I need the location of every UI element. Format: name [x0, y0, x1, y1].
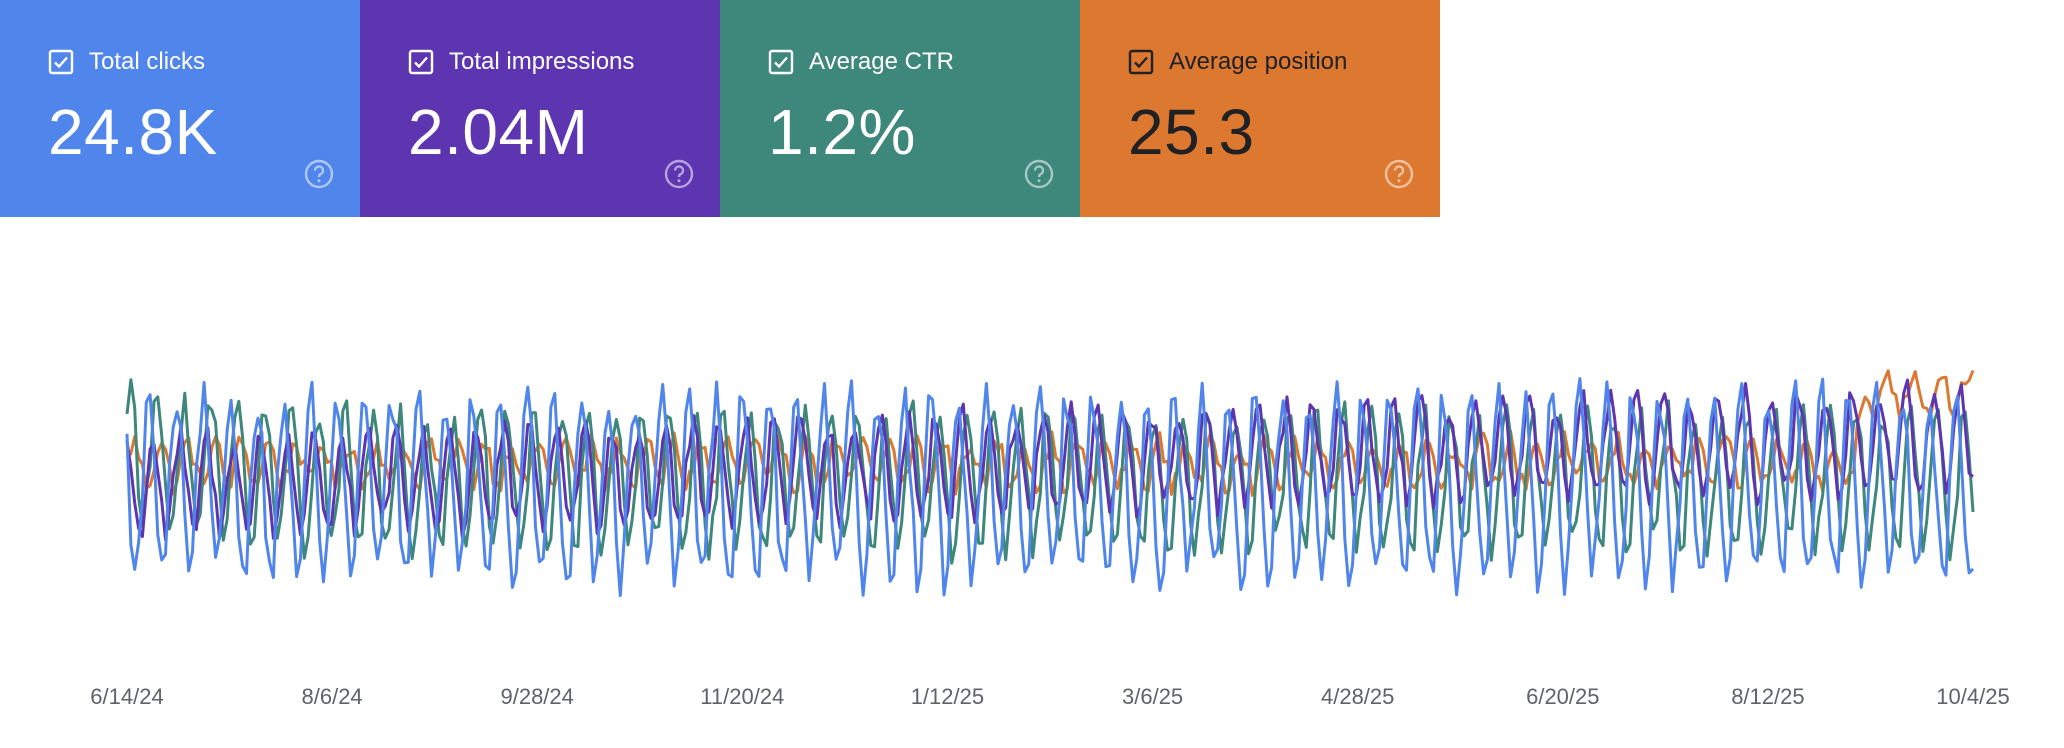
help-circle-icon[interactable] — [1384, 159, 1414, 189]
x-tick-label: 11/20/24 — [700, 684, 784, 709]
x-tick-label: 10/4/25 — [1936, 684, 2009, 709]
metric-value-impressions: 2.04M — [408, 96, 589, 168]
metric-value-clicks: 24.8K — [48, 96, 218, 168]
metric-card-header: Average position — [1128, 48, 1347, 76]
metric-cards: Total clicks 24.8K Total impressions 2.0… — [0, 0, 1440, 217]
x-tick-label: 8/6/24 — [302, 684, 363, 709]
checkbox-checked-icon[interactable] — [768, 49, 794, 75]
metric-label-impressions: Total impressions — [449, 48, 635, 75]
checkbox-checked-icon[interactable] — [408, 49, 434, 75]
metric-card-header: Total impressions — [408, 48, 634, 76]
metric-label-clicks: Total clicks — [89, 48, 206, 75]
x-tick-label: 1/12/25 — [911, 684, 984, 709]
x-tick-label: 3/6/25 — [1122, 684, 1183, 709]
chart-series-layer — [125, 369, 1975, 598]
x-tick-label: 9/28/24 — [500, 684, 573, 709]
help-circle-icon[interactable] — [304, 159, 334, 189]
metric-card-header: Average CTR — [768, 48, 954, 76]
metric-card-position[interactable]: Average position 25.3 — [1080, 0, 1440, 217]
help-circle-icon[interactable] — [664, 159, 694, 189]
x-tick-label: 8/12/25 — [1731, 684, 1804, 709]
series-line-average-ctr — [125, 378, 1975, 565]
x-tick-label: 6/20/25 — [1526, 684, 1599, 709]
chart-x-axis: 6/14/24 8/6/24 9/28/24 11/20/24 1/12/25 3/6/2… — [90, 684, 2009, 709]
x-tick-label: 6/14/24 — [90, 684, 163, 709]
metric-value-ctr: 1.2% — [768, 96, 916, 168]
series-line-total-impressions — [125, 378, 1975, 542]
checkbox-checked-icon[interactable] — [1128, 49, 1154, 75]
help-circle-icon[interactable] — [1024, 159, 1054, 189]
metric-label-position: Average position — [1169, 48, 1348, 75]
metric-card-clicks[interactable]: Total clicks 24.8K — [0, 0, 360, 217]
series-line-total-clicks — [125, 377, 1975, 598]
chart-svg: 6/14/24 8/6/24 9/28/24 11/20/24 1/12/25 3/6/2… — [90, 369, 2010, 709]
metric-label-ctr: Average CTR — [809, 48, 954, 75]
metric-card-ctr[interactable]: Average CTR 1.2% — [720, 0, 1080, 217]
metric-card-impressions[interactable]: Total impressions 2.04M — [360, 0, 720, 217]
metric-card-header: Total clicks — [48, 48, 205, 76]
metric-value-position: 25.3 — [1128, 96, 1255, 168]
checkbox-checked-icon[interactable] — [48, 49, 74, 75]
performance-chart[interactable]: 6/14/24 8/6/24 9/28/24 11/20/24 1/12/25 3/6/2… — [0, 217, 2064, 748]
x-tick-label: 4/28/25 — [1321, 684, 1394, 709]
